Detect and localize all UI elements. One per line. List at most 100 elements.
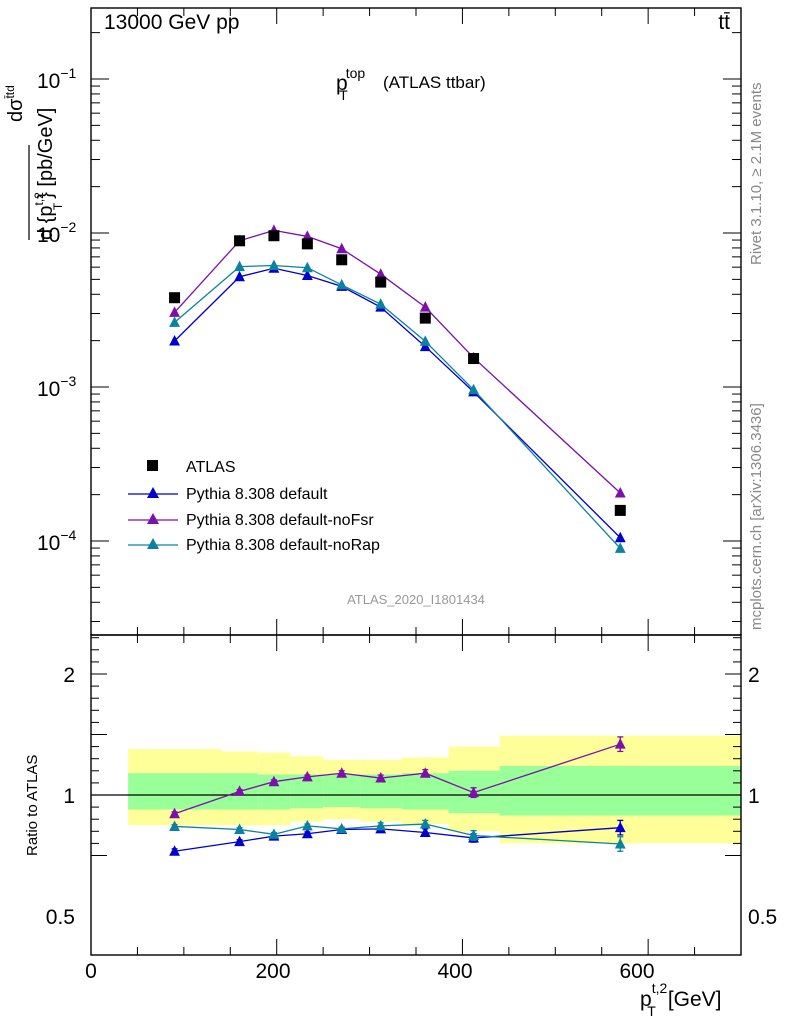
- plot-title-sup: top: [346, 65, 366, 81]
- series-point-main: [268, 259, 280, 271]
- series-point-ratio: [614, 838, 626, 849]
- series-point-ratio: [419, 826, 431, 838]
- series-point-ratio: [419, 767, 431, 778]
- x-tick-label: 400: [437, 960, 472, 983]
- legend-label: Pythia 8.308 default-noFsr: [186, 512, 374, 529]
- ratio-tick-label-right: 0.5: [748, 906, 777, 929]
- series-point-ratio: [169, 820, 180, 831]
- series-point-main: [169, 316, 180, 327]
- series-point-main: [336, 242, 348, 254]
- series-point-ratio: [419, 818, 431, 829]
- series-point-main: [614, 542, 626, 553]
- legend-marker-nofsr: [147, 513, 159, 524]
- atlas-data-point: [169, 292, 181, 304]
- atlas-data-point: [614, 504, 626, 516]
- legend-label: Pythia 8.308 default: [186, 486, 328, 503]
- y-title-unit: } [pb/GeV]: [35, 108, 57, 199]
- mcplots-label: mcplots.cern.ch [arXiv:1306.3436]: [748, 403, 765, 630]
- series-point-ratio: [169, 807, 180, 819]
- y-axis-main-title: dσt̄td d {pt,2 T} [pb/GeV]: [3, 85, 65, 240]
- series-point-ratio: [234, 823, 245, 834]
- series-point-ratio: [301, 827, 313, 839]
- series-point-main: [301, 269, 313, 280]
- series-point-main: [614, 531, 626, 543]
- x-tick-label: 0: [85, 960, 97, 983]
- ratio-tick-label-left: 2: [63, 664, 75, 687]
- ratio-tick-label-left: 0.5: [46, 906, 75, 929]
- y-tick-label: 10−1: [37, 65, 77, 93]
- legend: ATLAS Pythia 8.308 default Pythia 8.308 …: [128, 459, 380, 554]
- legend-marker-default: [147, 487, 159, 498]
- ratio-axis-title: Ratio to ATLAS: [24, 755, 41, 856]
- series-point-main: [336, 278, 348, 290]
- series-point-main: [419, 335, 431, 346]
- series-point-ratio: [301, 770, 313, 782]
- series-point-main: [234, 270, 245, 282]
- plot-title-rest: (ATLAS ttbar): [383, 73, 486, 92]
- y-title-numerator-sup: t̄td: [3, 85, 17, 99]
- y-title-denominator-sub: T: [51, 202, 65, 210]
- y-tick-label: 10−2: [37, 219, 77, 247]
- header-left: 13000 GeV pp: [104, 11, 239, 34]
- axis-ticks: [90, 8, 742, 955]
- ratio-tick-label-right: 2: [748, 664, 760, 687]
- x-tick-labels: 0 200 400 600: [85, 960, 654, 983]
- series-point-main: [375, 268, 387, 279]
- series-point-main: [301, 230, 313, 241]
- atlas-data-point: [375, 276, 387, 288]
- legend-label: ATLAS: [186, 459, 236, 476]
- atlas-data-point: [234, 235, 246, 247]
- atlas-data-point: [268, 230, 280, 242]
- ratio-band-inner: [128, 773, 221, 810]
- series-point-ratio: [614, 821, 626, 833]
- series-point-ratio: [468, 786, 479, 798]
- series-line-main: [174, 264, 621, 549]
- series-point-ratio: [336, 767, 348, 778]
- series-point-main: [468, 383, 479, 395]
- series-point-main: [169, 334, 180, 346]
- series-point-main: [419, 340, 431, 352]
- svg-text:dσt̄td: dσt̄td: [3, 85, 27, 122]
- plot-title: ptop T (ATLAS ttbar): [336, 65, 486, 103]
- legend-marker-atlas: [147, 460, 158, 471]
- plot-title-main: p: [336, 72, 348, 95]
- series-point-main: [419, 301, 431, 312]
- ratio-bands: [128, 735, 741, 844]
- y-title-numerator: dσ: [5, 98, 27, 122]
- ratio-band-inner: [323, 774, 361, 808]
- data-series: [169, 224, 626, 856]
- series-point-ratio: [268, 828, 280, 839]
- series-point-main: [234, 260, 245, 272]
- y-main-tick-labels: 10−1 10−2 10−3 10−4: [37, 65, 77, 555]
- ratio-tick-label-right: 1: [748, 785, 760, 808]
- legend-marker-norap: [147, 538, 159, 549]
- series-point-ratio: [301, 819, 313, 831]
- series-point-ratio: [614, 738, 626, 749]
- legend-label: Pythia 8.308 default-noRap: [186, 537, 380, 554]
- y-title-denominator-sup: t,2: [32, 192, 46, 206]
- x-tick-label: 600: [619, 960, 654, 983]
- x-tick-label: 200: [255, 960, 290, 983]
- svg-text:pt,2T[GeV]: pt,2 T [GeV]: [640, 980, 722, 1019]
- series-point-ratio: [268, 775, 280, 787]
- ratio-band-inner: [402, 773, 449, 810]
- ratio-band-inner: [499, 765, 741, 816]
- series-point-main: [614, 486, 626, 498]
- header-right: tt̄: [718, 11, 730, 34]
- series-point-main: [301, 261, 313, 273]
- series-point-main: [375, 298, 387, 309]
- atlas-data-point: [336, 254, 348, 266]
- series-point-ratio: [234, 835, 245, 847]
- plot-title-sub: T: [339, 87, 348, 103]
- series-point-ratio: [468, 829, 479, 841]
- series-point-ratio: [234, 785, 245, 796]
- series-point-ratio: [375, 772, 387, 783]
- ratio-tick-label-left: 1: [63, 785, 75, 808]
- series-point-main: [169, 306, 180, 317]
- series-point-ratio: [169, 845, 180, 856]
- y-tick-label: 10−4: [37, 527, 77, 555]
- atlas-data-point: [301, 238, 313, 250]
- rivet-label: Rivet 3.1.10, ≥ 2.1M events: [748, 83, 765, 266]
- analysis-id: ATLAS_2020_I1801434: [347, 592, 485, 607]
